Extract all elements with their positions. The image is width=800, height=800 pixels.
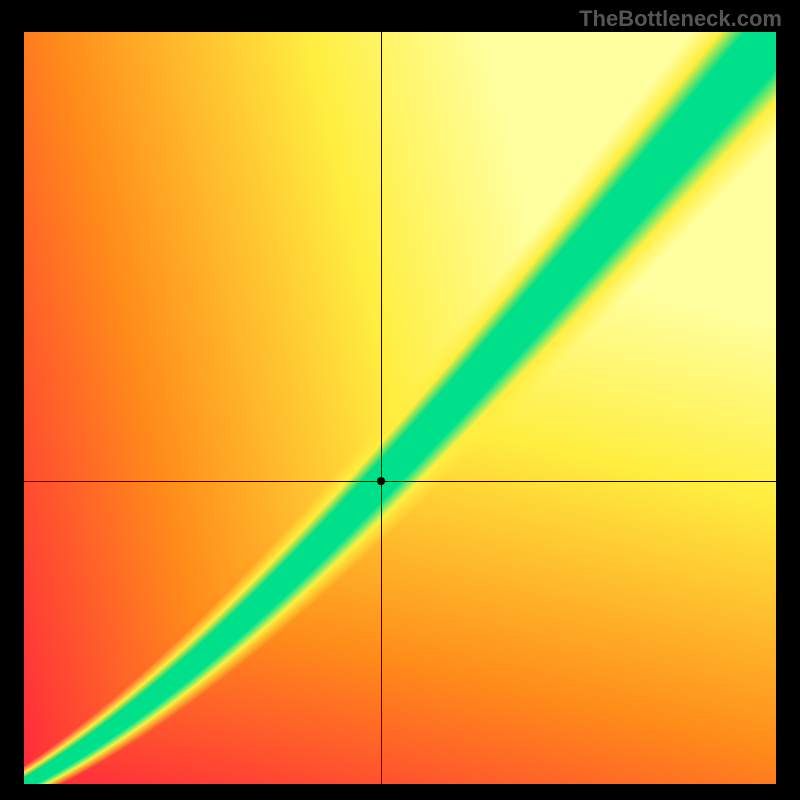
- chart-container: TheBottleneck.com: [0, 0, 800, 800]
- plot-area: [24, 32, 776, 784]
- bottleneck-heatmap: [24, 32, 776, 784]
- watermark-text: TheBottleneck.com: [579, 6, 782, 32]
